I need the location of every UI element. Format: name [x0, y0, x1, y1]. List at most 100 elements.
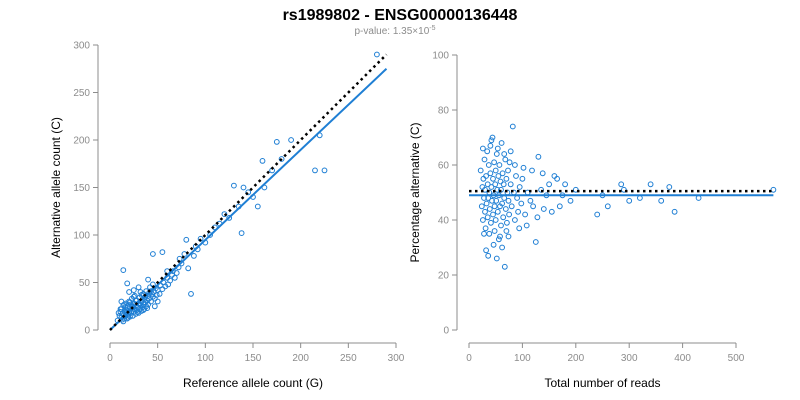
data-point [238, 230, 245, 237]
data-point [540, 206, 547, 212]
y-tick-label: 100 [432, 51, 449, 62]
data-point [485, 252, 492, 259]
data-point [486, 206, 493, 212]
data-point [498, 140, 505, 146]
data-point [154, 298, 161, 305]
data-point [484, 181, 491, 188]
data-point [483, 247, 490, 254]
data-point [507, 181, 514, 188]
data-point [159, 249, 166, 256]
data-point [499, 170, 506, 177]
data-point [502, 206, 509, 212]
data-point [120, 267, 127, 274]
data-point [494, 208, 501, 215]
data-point [481, 230, 487, 237]
data-point [513, 173, 519, 179]
data-point [483, 173, 490, 179]
x-tick-label: 300 [621, 353, 638, 364]
data-point [497, 233, 503, 240]
data-point [551, 173, 558, 179]
data-point [501, 263, 508, 270]
data-point [484, 148, 491, 155]
data-point [183, 236, 190, 243]
data-point [539, 170, 546, 177]
data-point [117, 306, 124, 313]
data-point [480, 217, 486, 223]
data-point [501, 151, 508, 157]
data-point [321, 167, 328, 174]
data-point [494, 145, 501, 152]
data-point [503, 228, 510, 234]
data-point [499, 200, 506, 207]
data-point [482, 208, 488, 215]
y-tick-label: 100 [73, 231, 90, 242]
data-point [482, 186, 488, 193]
data-point [506, 159, 513, 166]
data-point [207, 232, 214, 238]
p-value-text: p-value: 1.35×10 [354, 26, 429, 37]
data-point [156, 291, 163, 297]
data-point [480, 175, 487, 182]
p-value-subtitle: p-value: 1.35×10-5 [354, 25, 435, 37]
y-axis-title: Percentage alternative (C) [408, 122, 422, 262]
data-point [546, 181, 552, 188]
data-point [491, 159, 498, 166]
reference-line [109, 53, 388, 331]
data-point [505, 197, 512, 204]
data-point [554, 175, 560, 182]
data-point [695, 195, 702, 201]
data-point [245, 189, 252, 196]
data-point [493, 255, 500, 262]
left-scatter-panel: 0 50 100 150 200 250 300 0 50 100 150 200 250 300 Refe… [49, 41, 405, 391]
data-point [572, 186, 579, 193]
data-point [164, 268, 171, 275]
data-point [498, 222, 504, 229]
x-axis-title: Reference allele count (G) [183, 376, 323, 390]
data-point [770, 186, 777, 193]
y-tick-label: 0 [443, 326, 449, 337]
data-point [530, 203, 536, 210]
data-point [494, 186, 501, 193]
data-point [145, 276, 152, 283]
data-point [123, 307, 130, 314]
data-point [191, 253, 197, 259]
data-point [278, 156, 285, 162]
data-point [185, 265, 192, 272]
x-tick-label: 500 [728, 353, 745, 364]
data-point [493, 197, 500, 204]
data-point [515, 208, 521, 215]
data-point [273, 139, 280, 145]
data-point [153, 292, 160, 298]
data-point [490, 175, 496, 182]
data-point [126, 289, 133, 295]
y-tick-label: 0 [84, 326, 90, 337]
data-point [534, 214, 541, 221]
data-point [507, 148, 514, 155]
x-tick-label: 200 [567, 353, 584, 364]
data-point [144, 305, 151, 312]
fit-line [109, 68, 388, 331]
y-tick-label: 20 [438, 271, 450, 282]
data-point [489, 134, 496, 141]
data-point [125, 314, 132, 321]
data-point [506, 211, 513, 218]
y-axis-title: Alternative allele count (C) [49, 117, 63, 258]
data-point [626, 197, 633, 204]
data-point [480, 145, 486, 152]
data-point [621, 186, 627, 193]
data-point [520, 164, 527, 171]
data-point [121, 301, 128, 308]
x-tick-label: 0 [466, 353, 472, 364]
data-point [518, 200, 525, 207]
data-point [478, 203, 485, 210]
right-scatter-panel: 0 100 200 300 400 500 0 20 40 60 80 100 Total number… [408, 51, 777, 390]
data-point [486, 230, 493, 237]
data-point [490, 241, 497, 248]
data-point [482, 225, 489, 232]
data-point [618, 181, 625, 188]
x-tick-label: 100 [514, 353, 531, 364]
x-axis-title: Total number of reads [544, 376, 660, 390]
data-point [487, 170, 494, 177]
data-point [492, 217, 499, 223]
chart-title: rs1989802 - ENSG00000136448 [283, 7, 518, 24]
